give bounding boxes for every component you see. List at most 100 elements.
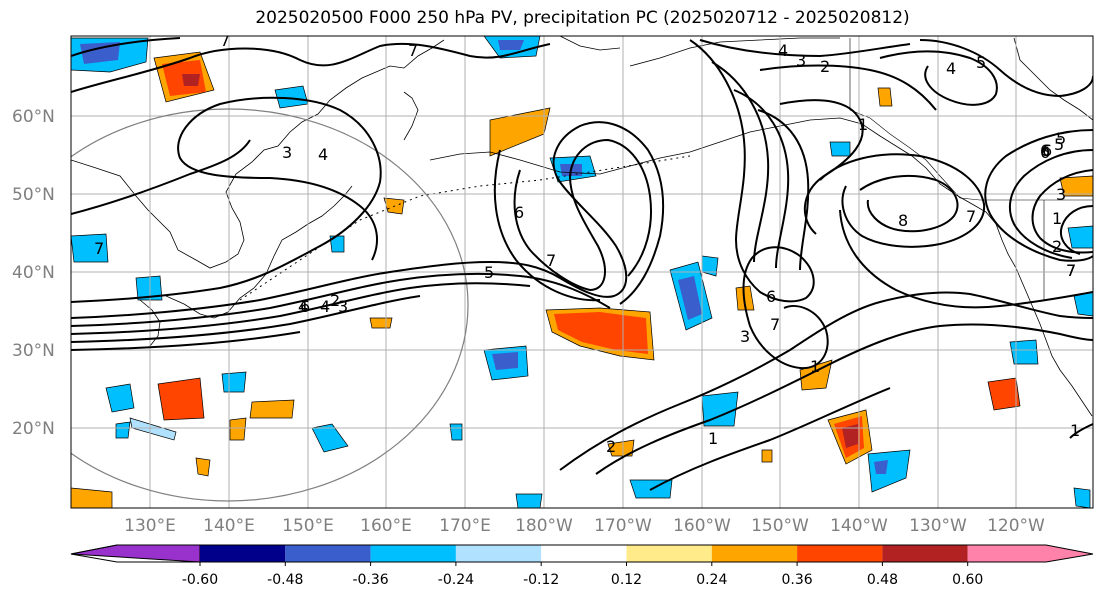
contour-label: 2 <box>330 291 340 310</box>
colorbar-tick-label: 0.48 <box>867 572 898 588</box>
colorbar-tick-label: -0.48 <box>267 572 303 588</box>
longitude-labels: 130°E 140°E 150°E 160°E 170°E 180°W 170°… <box>124 516 1045 536</box>
contour-label: 7 <box>408 41 418 60</box>
pos-anomaly <box>229 417 247 441</box>
colorbar-tick-label: 0.36 <box>782 572 813 588</box>
pv-contours <box>71 37 1093 491</box>
pos-anomaly <box>877 87 893 107</box>
contour-label: 5 <box>1054 135 1064 154</box>
pos-anomaly-core <box>182 74 200 86</box>
lon-label: 140°W <box>830 516 888 536</box>
neg-anomaly-core <box>498 40 524 50</box>
gridlines <box>71 36 1093 508</box>
lat-label: 50°N <box>12 185 55 205</box>
contour-label: 3 <box>796 51 806 70</box>
pos-anomaly <box>71 487 113 508</box>
contour-label: 6 <box>1040 143 1050 162</box>
contour-label: 8 <box>898 211 908 230</box>
pos-anomaly <box>195 457 211 477</box>
lon-label: 130°E <box>124 516 176 536</box>
lat-label: 30°N <box>12 341 55 361</box>
neg-anomaly <box>221 371 247 393</box>
map-title: 2025020500 F000 250 hPa PV, precipitatio… <box>255 8 910 28</box>
contour-label: 3 <box>338 297 348 316</box>
neg-anomaly <box>867 449 911 493</box>
pos-anomaly <box>157 377 205 421</box>
colorbar-tick-label: -0.60 <box>182 572 218 588</box>
contour-label: 4 <box>946 59 956 78</box>
neg-anomaly <box>701 255 719 277</box>
colorbar-extend-low <box>70 544 201 563</box>
radius-circle <box>71 108 469 502</box>
contour-label: 6 <box>300 297 310 316</box>
lon-label: 140°E <box>203 516 255 536</box>
contour-label: 4 <box>778 41 788 60</box>
contour-labels: 7 7 4 3 2 4 5 3 4 7 6 5 7 6 8 7 6 5 2 1 … <box>94 31 1080 456</box>
contour-label: 4 <box>318 145 328 164</box>
neg-anomaly <box>329 235 345 253</box>
neg-anomaly <box>135 275 163 301</box>
pos-anomaly <box>987 377 1021 411</box>
lon-label: 170°W <box>594 516 652 536</box>
neg-anomaly <box>515 493 543 508</box>
colorbar: -0.60 -0.48 -0.36 -0.24 -0.12 0.12 0.24 … <box>70 544 1094 588</box>
colorbar-swatch <box>882 545 968 562</box>
contour-label: 1 <box>708 429 718 448</box>
colorbar-tick-label: -0.36 <box>352 572 388 588</box>
contour-label: 7 <box>1066 261 1076 280</box>
pos-anomaly <box>735 285 755 311</box>
contour-label: 6 <box>766 287 776 306</box>
pos-anomaly-core <box>554 312 648 354</box>
contour-label: 5 <box>484 263 494 282</box>
neg-anomaly-core <box>492 352 518 370</box>
neg-anomaly <box>115 421 131 439</box>
contour-label: 1 <box>1052 209 1062 228</box>
contour-label: 6 <box>514 203 524 222</box>
contour-label: 7 <box>220 31 230 50</box>
contour-label: 7 <box>546 251 556 270</box>
colorbar-extend-high <box>967 545 1093 562</box>
neg-anomaly <box>449 423 463 441</box>
contour-label: 3 <box>740 327 750 346</box>
colorbar-tick-label: -0.24 <box>438 572 474 588</box>
contour-label: 7 <box>966 207 976 226</box>
colorbar-swatch <box>455 545 542 562</box>
contour-label: 7 <box>1066 261 1076 280</box>
lon-label: 170°E <box>439 516 491 536</box>
contour-label: 3 <box>1056 185 1066 204</box>
colorbar-swatch <box>711 545 798 562</box>
lon-label: 180°W <box>515 516 573 536</box>
borders <box>849 38 1093 300</box>
contour-label: 2 <box>1052 237 1062 256</box>
pos-anomaly <box>761 449 773 463</box>
colorbar-swatch <box>797 545 883 562</box>
colorbar-swatch <box>200 545 286 562</box>
colorbar-tick-label: -0.12 <box>523 572 559 588</box>
colorbar-swatch <box>370 545 456 562</box>
contour-label: 6 <box>1042 141 1052 160</box>
colorbar-tick-label: 0.24 <box>696 572 727 588</box>
contour-label: 1 <box>1070 421 1080 440</box>
contour-label: 2 <box>606 437 616 456</box>
contour-label: 4 <box>298 297 308 316</box>
neg-anomaly <box>1073 487 1091 508</box>
lat-label: 20°N <box>12 419 55 439</box>
lon-label: 130°W <box>909 516 967 536</box>
neg-anomaly <box>105 383 135 413</box>
contour-label: 5 <box>976 53 986 72</box>
colorbar-outline <box>70 544 1094 563</box>
pos-anomaly <box>1059 175 1093 197</box>
lon-label: 160°W <box>673 516 731 536</box>
pos-anomaly <box>489 107 551 157</box>
neg-anomaly-core <box>678 276 702 320</box>
pos-anomaly <box>607 439 635 457</box>
contour-label: 6 <box>1040 141 1050 160</box>
neg-anomaly <box>311 423 349 453</box>
colorbar-tick-label: 0.60 <box>952 572 983 588</box>
pos-anomaly-core <box>842 424 858 448</box>
colorbar-swatch <box>626 545 712 562</box>
contour-label: 2 <box>820 57 830 76</box>
lon-label: 120°W <box>987 516 1045 536</box>
lon-label: 160°E <box>360 516 412 536</box>
